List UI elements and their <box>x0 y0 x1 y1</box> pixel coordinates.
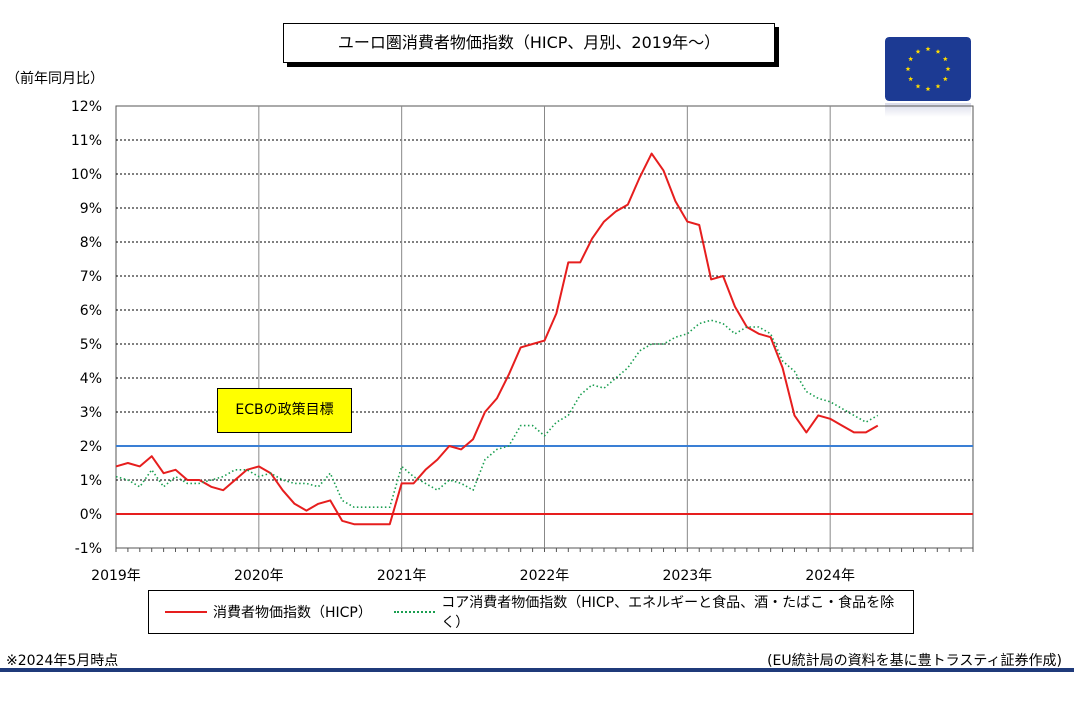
y-tick-label: 0% <box>80 507 102 523</box>
y-axis-unit-label: （前年同月比） <box>6 71 104 87</box>
chart-legend: 消費者物価指数（HICP） コア消費者物価指数（HICP、エネルギーと食品、酒・… <box>148 590 914 634</box>
x-tick-label: 2021年 <box>377 568 427 584</box>
flag-star-icon <box>925 46 931 52</box>
flag-star-icon <box>925 86 931 92</box>
eu-flag-icon <box>885 37 971 101</box>
y-tick-label: 9% <box>80 201 102 217</box>
legend-label-hicp: 消費者物価指数（HICP） <box>213 605 372 621</box>
y-tick-label: 6% <box>80 303 102 319</box>
y-tick-label: 10% <box>71 167 102 183</box>
y-tick-label: 4% <box>80 371 102 387</box>
flag-star-icon <box>945 66 951 72</box>
legend-item-core: コア消費者物価指数（HICP、エネルギーと食品、酒・たばこ・食品を除く） <box>394 591 913 633</box>
series-line-core <box>115 319 879 509</box>
legend-item-hicp: 消費者物価指数（HICP） <box>165 591 372 633</box>
legend-swatch-core <box>394 611 436 613</box>
y-tick-label: 5% <box>80 337 102 353</box>
flag-star-icon <box>908 76 914 82</box>
flag-star-icon <box>915 83 921 89</box>
legend-swatch-hicp <box>165 611 207 613</box>
series-line-hicp <box>115 152 879 526</box>
flag-star-icon <box>905 66 911 72</box>
y-tick-label: 2% <box>80 439 102 455</box>
y-tick-label: 12% <box>71 99 102 115</box>
x-tick-label: 2023年 <box>663 568 713 584</box>
footnote-date: ※2024年5月時点 <box>6 653 119 669</box>
legend-label-core: コア消費者物価指数（HICP、エネルギーと食品、酒・たばこ・食品を除く） <box>441 595 895 631</box>
footer-rule <box>0 668 1074 672</box>
x-tick-label: 2024年 <box>805 568 855 584</box>
x-tick-label: 2022年 <box>520 568 570 584</box>
flag-star-icon <box>935 83 941 89</box>
y-tick-label: 8% <box>80 235 102 251</box>
flag-star-icon <box>908 56 914 62</box>
x-tick-label: 2020年 <box>234 568 284 584</box>
y-tick-label: 7% <box>80 269 102 285</box>
x-tick-label: 2019年 <box>91 568 141 584</box>
y-tick-label: 1% <box>80 473 102 489</box>
y-tick-label: -1% <box>75 541 102 557</box>
ecb-target-label: ECBの政策目標 <box>217 388 352 433</box>
flag-star-icon <box>942 56 948 62</box>
flag-star-icon <box>942 76 948 82</box>
flag-star-icon <box>915 49 921 54</box>
y-tick-label: 11% <box>71 133 102 149</box>
flag-star-icon <box>935 49 941 54</box>
chart-title: ユーロ圏消費者物価指数（HICP、月別、2019年～） <box>283 23 775 63</box>
source-note: (EU統計局の資料を基に豊トラスティ証券作成) <box>767 653 1062 669</box>
y-tick-label: 3% <box>80 405 102 421</box>
